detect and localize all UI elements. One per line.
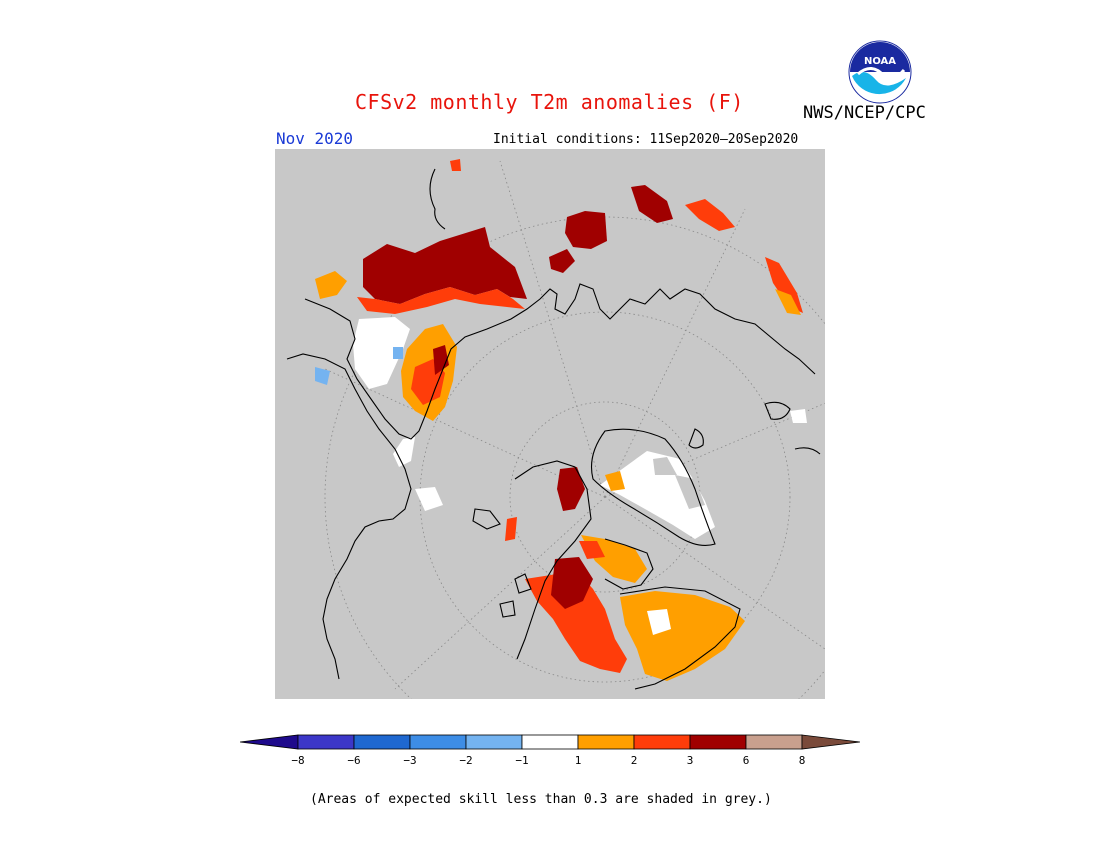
colorbar-tick-label: 2 [631,754,638,767]
map-title: CFSv2 monthly T2m anomalies (F) [355,90,744,114]
colorbar-bin [353,734,411,750]
colorbar-tick-label: −3 [403,754,416,767]
colorbar-tick-label: 8 [799,754,806,767]
colorbar-bin [801,734,860,750]
colorbar-bin [689,734,747,750]
forecast-month: Nov 2020 [276,129,354,148]
noaa-logo-sea [852,71,906,95]
agency-label: NWS/NCEP/CPC [803,103,926,123]
colorbar-tick-label: 6 [743,754,750,767]
noaa-logo: NOAA [848,40,912,104]
anomaly-europe [315,227,527,511]
colorbar-bin [633,734,691,750]
anomaly-asia [450,159,807,423]
coastlines [286,168,821,690]
colorbar-bin [240,734,299,750]
colorbar-tick-label: 3 [687,754,694,767]
noaa-logo-text: NOAA [864,56,896,67]
colorbar-bin [465,734,523,750]
anomaly-north-america [505,451,745,681]
colorbar-tick-label: −1 [515,754,528,767]
colorbar-bin [521,734,579,750]
initial-conditions: Initial conditions: 11Sep2020—20Sep2020 [493,132,799,147]
noaa-logo-sky [850,42,910,72]
colorbar-tick-label: 1 [575,754,582,767]
map-background [275,149,825,699]
colorbar-bin [297,734,355,750]
skill-footnote: (Areas of expected skill less than 0.3 a… [310,792,772,807]
colorbar-bin [745,734,803,750]
colorbar-legend: −8 −6 −3 −2 −1 1 2 3 6 8 [240,734,860,767]
colorbar-tick-label: −8 [291,754,304,767]
colorbar-tick-label: −2 [459,754,472,767]
anomaly-map [275,149,825,699]
colorbar-bin [577,734,635,750]
colorbar-tick-label: −6 [347,754,360,767]
colorbar-bin [409,734,467,750]
